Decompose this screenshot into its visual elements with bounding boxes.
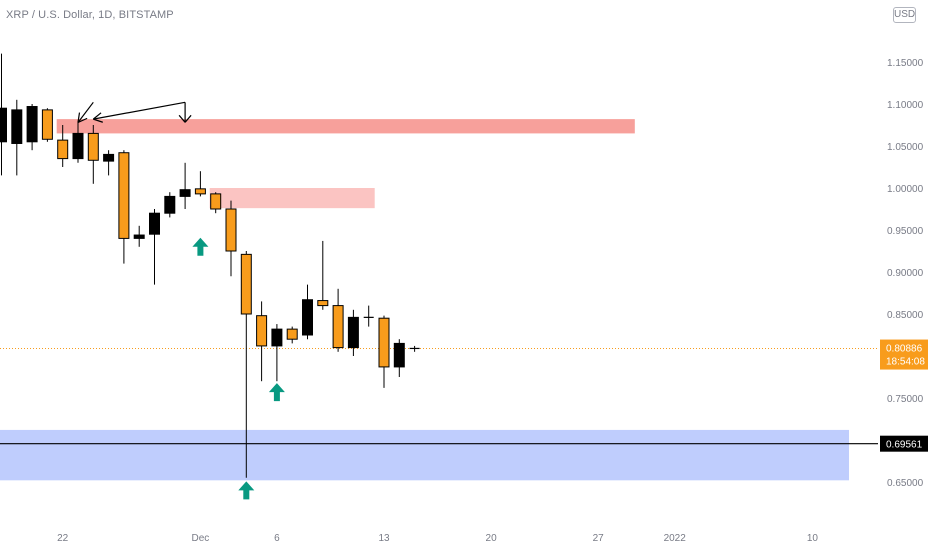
time-tick-label: 2022 — [664, 533, 687, 544]
candle-body — [133, 234, 145, 239]
candle-body — [240, 253, 252, 315]
candle-body — [0, 107, 7, 143]
signal-up-arrow-icon[interactable] — [268, 383, 285, 402]
candle — [103, 150, 115, 176]
price-tick-label: 1.10000 — [887, 100, 924, 111]
candle — [256, 301, 268, 382]
time-tick-label: 13 — [378, 533, 390, 544]
price-tick-label: 0.75000 — [887, 394, 924, 405]
last-price-label: 0.80886 18:54:08 — [880, 339, 928, 370]
bar-countdown: 18:54:08 — [886, 357, 925, 368]
price-tick-label: 0.65000 — [887, 478, 924, 489]
candle — [133, 225, 145, 247]
candle — [240, 251, 252, 478]
zone-rectangle-0[interactable] — [56, 119, 635, 134]
candle-body — [210, 193, 222, 210]
candle — [0, 53, 7, 176]
candle-body — [87, 132, 99, 161]
candle — [317, 240, 329, 310]
price-tick-label: 1.00000 — [887, 184, 924, 195]
candle-body — [149, 212, 160, 235]
candle — [378, 315, 390, 388]
candle — [87, 125, 99, 184]
candle-body — [332, 305, 344, 349]
candle-body — [118, 152, 130, 239]
candle-body — [164, 195, 176, 214]
time-axis[interactable]: 22 Dec 6 13 20 27 2022 10 — [0, 528, 932, 550]
drawings-layer — [77, 101, 285, 500]
hand-drawn-arrow[interactable] — [92, 101, 186, 123]
horizontal-line-layer — [0, 348, 878, 445]
candle-body — [103, 153, 115, 162]
time-tick-label: 20 — [486, 533, 498, 544]
candle — [57, 125, 69, 167]
time-tick-label: 27 — [593, 533, 605, 544]
candle-body — [286, 328, 298, 340]
svg-text:0.69561: 0.69561 — [886, 440, 923, 451]
candle — [11, 99, 23, 176]
candle — [347, 309, 359, 356]
currency-button[interactable]: USD — [893, 7, 916, 23]
candle — [194, 171, 206, 197]
candle-body — [271, 328, 283, 347]
zone-rectangle-2[interactable] — [0, 429, 849, 481]
signal-up-arrow-icon[interactable] — [238, 481, 255, 500]
candle — [332, 288, 344, 352]
price-tick-label: 0.85000 — [887, 310, 924, 321]
time-tick-label: 6 — [274, 533, 280, 544]
candle-body — [26, 106, 38, 143]
candles-layer — [0, 53, 420, 478]
candle-body — [11, 109, 23, 144]
candle — [41, 108, 53, 142]
candle-body — [347, 316, 359, 349]
time-tick-label: Dec — [192, 533, 210, 544]
symbol-title: XRP / U.S. Dollar, 1D, BITSTAMP — [6, 9, 174, 21]
signal-up-arrow-icon[interactable] — [192, 237, 209, 256]
candle — [26, 104, 38, 151]
time-axis-background[interactable] — [0, 528, 932, 550]
candle — [363, 305, 374, 327]
candle-body — [393, 342, 405, 368]
price-tick-label: 1.05000 — [887, 142, 924, 153]
candle — [225, 200, 237, 277]
candle-body — [317, 300, 329, 307]
time-tick-label: 10 — [807, 533, 819, 544]
price-labels-layer: 0.69561 0.80886 18:54:08 — [880, 339, 928, 452]
candle — [179, 162, 191, 209]
candle — [210, 192, 222, 214]
candle — [164, 192, 176, 218]
candle — [72, 120, 84, 163]
candle-body — [179, 189, 191, 197]
candle-body — [225, 208, 237, 252]
candle — [271, 324, 283, 382]
support-line-price-label: 0.69561 — [880, 435, 928, 452]
candle — [286, 326, 298, 344]
candle-body — [378, 317, 390, 368]
candle-body — [57, 139, 69, 160]
price-tick-label: 0.90000 — [887, 268, 924, 279]
candle-body — [302, 299, 313, 336]
candle-body — [72, 132, 84, 160]
candle — [118, 150, 130, 264]
candle — [393, 339, 405, 377]
hand-drawn-arrow-head — [178, 102, 192, 123]
candle-body — [41, 109, 53, 140]
candle — [302, 284, 313, 340]
svg-text:0.80886: 0.80886 — [886, 344, 923, 355]
zones-layer — [0, 119, 849, 481]
price-tick-label: 0.95000 — [887, 226, 924, 237]
candle-body — [256, 315, 268, 347]
zone-rectangle-1[interactable] — [209, 188, 375, 209]
time-tick-label: 22 — [57, 533, 69, 544]
candle-body — [194, 188, 206, 195]
candle — [149, 209, 160, 285]
candle — [409, 345, 420, 352]
hand-drawn-arrow[interactable] — [77, 101, 94, 124]
price-tick-label: 1.15000 — [887, 58, 924, 69]
